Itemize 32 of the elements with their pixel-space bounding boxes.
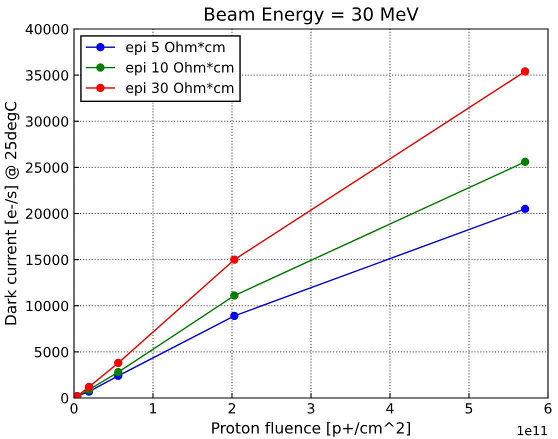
point [230, 312, 239, 320]
x-axis-title: Proton fluence [p+/cm^2] [212, 422, 410, 437]
x-tick-label: 3 [308, 403, 314, 414]
y-tick-label: 25000 [26, 162, 68, 173]
point [520, 158, 530, 166]
legend-label: epi 10 Ohm*cm [126, 62, 234, 76]
y-axis-title: Dark current [e-/s] @ 25degC [4, 102, 20, 324]
point [84, 382, 94, 392]
y-tick-label: 40000 [26, 24, 68, 34]
legend-label: epi 30 Ohm*cm [126, 82, 234, 96]
point [520, 67, 530, 76]
y-tick-label: 0 [61, 392, 68, 404]
x-tick-label: 6 [544, 403, 552, 414]
y-tick-label: 20000 [26, 208, 68, 219]
point [114, 358, 122, 368]
text: 1e11 [518, 426, 547, 436]
y-tick-label: 35000 [26, 70, 68, 81]
x-tick-label: 5 [466, 403, 472, 414]
legend-label: epi 5 Ohm*cm [126, 42, 224, 55]
y-tick-label: 10000 [26, 300, 68, 312]
x-tick-label: 1 [150, 403, 156, 414]
point [230, 291, 239, 300]
x-tick-label: 0 [70, 403, 78, 414]
y-tick-label: 5000 [34, 346, 68, 358]
point [520, 204, 530, 214]
chart-title: Beam Energy = 30 MeV [205, 7, 419, 24]
y-tick-label: 15000 [26, 254, 68, 266]
point [230, 255, 239, 264]
y-tick-label: 30000 [26, 116, 68, 127]
x-tick-label: 2 [228, 403, 236, 414]
x-tick-label: 4 [386, 403, 394, 414]
point [114, 368, 122, 376]
